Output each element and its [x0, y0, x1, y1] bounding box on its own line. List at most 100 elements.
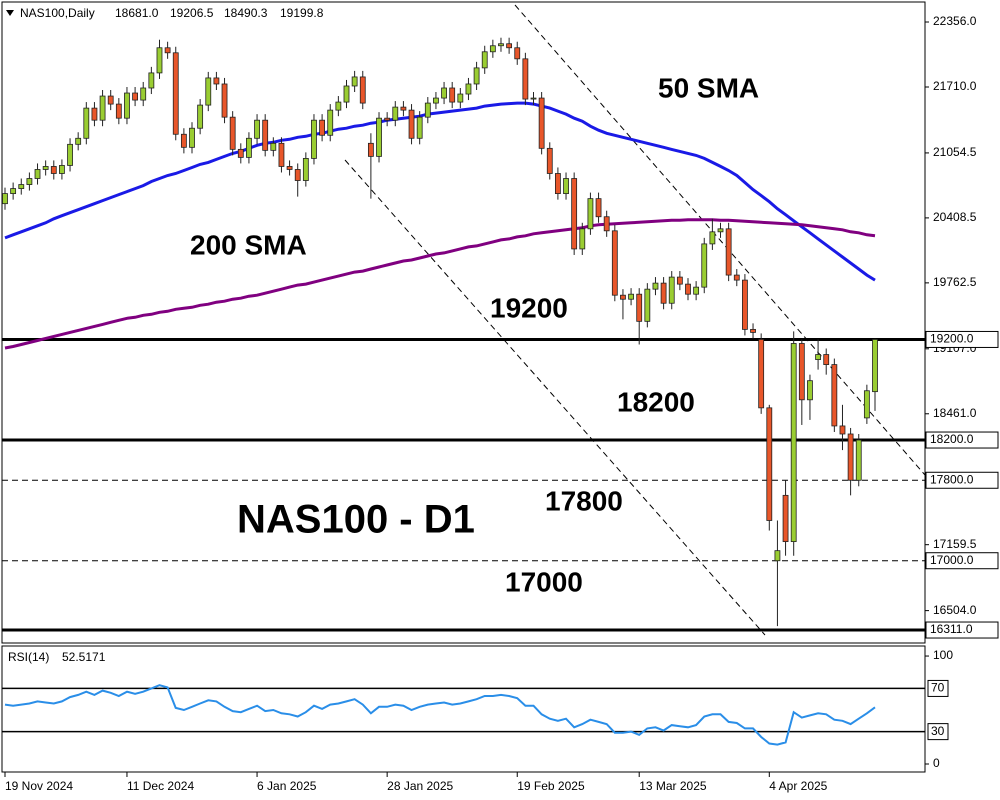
candle-body	[286, 166, 293, 170]
candle-body	[473, 67, 480, 85]
level-label: 18200.0	[930, 432, 974, 446]
x-tick-label: 4 Apr 2025	[769, 779, 827, 793]
candle-body	[229, 116, 236, 150]
candle-body	[546, 147, 553, 174]
collapse-icon[interactable]	[6, 10, 14, 16]
level-label: 17000.0	[930, 553, 974, 567]
candle-body	[514, 47, 521, 60]
candle-body	[327, 109, 334, 136]
candle-body	[636, 293, 643, 322]
candle-body	[839, 425, 846, 435]
candle-body	[465, 83, 472, 95]
candle-body	[685, 283, 691, 295]
level-label: 70	[931, 681, 945, 695]
candle-body	[847, 433, 854, 481]
level-label-box	[927, 679, 949, 697]
candle-body	[766, 407, 773, 521]
candle-body	[408, 109, 415, 139]
y-tick-label: 100	[933, 648, 953, 662]
y-tick-label: 0	[933, 756, 940, 770]
x-tick-label: 28 Jan 2025	[387, 779, 453, 793]
candle-body	[441, 87, 447, 99]
candle-body	[99, 95, 106, 121]
candle-body	[449, 87, 456, 103]
rsi-title: RSI(14)	[8, 650, 49, 664]
candle-body	[2, 193, 8, 205]
candle-body	[311, 119, 317, 159]
candle-body	[611, 230, 618, 296]
candle-body	[294, 169, 301, 181]
candle-body	[579, 228, 586, 250]
rsi-value: 52.5171	[62, 650, 106, 664]
candle-body	[278, 142, 285, 167]
level-annotation: 18200	[617, 386, 695, 417]
candle-body	[676, 276, 683, 285]
candle-body	[595, 198, 602, 218]
candle-body	[107, 95, 114, 105]
candle-body	[351, 76, 358, 87]
candle-body	[392, 106, 399, 121]
level-label-box	[925, 471, 999, 489]
candle-body	[26, 178, 33, 185]
candle-body	[733, 274, 740, 281]
candle-body	[270, 142, 277, 151]
candle-body	[132, 92, 138, 101]
candle-body	[481, 51, 488, 69]
candle-body	[67, 143, 73, 166]
rsi-line	[4, 684, 876, 746]
level-label-box	[925, 621, 999, 639]
trend-line	[344, 159, 766, 636]
candle-body	[237, 148, 244, 158]
open-label: 18681.0	[115, 6, 159, 20]
candle-body	[815, 354, 821, 360]
candle-body	[246, 137, 252, 158]
level-label: 16311.0	[930, 622, 973, 636]
candle-body	[140, 87, 147, 101]
y-tick-label: 16504.0	[933, 603, 977, 617]
candle-body	[115, 103, 122, 119]
candle-body	[59, 165, 65, 174]
candle-body	[831, 364, 838, 427]
candle-body	[750, 328, 756, 333]
candle-body	[83, 107, 90, 139]
high-label: 19206.5	[170, 6, 214, 20]
candle-body	[302, 158, 309, 181]
x-tick-label: 11 Dec 2024	[127, 779, 194, 793]
candle-body	[530, 97, 537, 100]
candle-body	[221, 83, 228, 118]
candle-body	[620, 294, 626, 300]
sma-line	[4, 218, 876, 350]
sma-label: 200 SMA	[190, 229, 307, 260]
marks	[2, 37, 925, 746]
candle-body	[603, 216, 610, 232]
candle-body	[343, 85, 350, 103]
candle-body	[489, 45, 496, 53]
candle-body	[571, 178, 578, 250]
candle-body	[774, 550, 781, 562]
rsi-panel-frame	[1, 645, 926, 773]
candle-body	[400, 106, 407, 111]
candle-body	[148, 72, 155, 89]
candle-body	[855, 439, 862, 481]
candle-body	[319, 119, 326, 136]
x-tick-label: 13 Mar 2025	[639, 779, 707, 793]
y-tick-label: 17159.5	[933, 537, 977, 551]
sma-label: 50 SMA	[658, 72, 759, 103]
candle-body	[156, 47, 163, 74]
candle-body	[189, 127, 195, 148]
candle-body	[807, 380, 813, 401]
main-panel-frame	[1, 1, 926, 644]
candle-body	[424, 102, 431, 118]
chart-annotation: NAS100 - D1	[237, 498, 475, 542]
candle-body	[205, 77, 212, 106]
candle-body	[628, 293, 634, 300]
candle-body	[359, 76, 366, 104]
candle-body	[164, 47, 171, 54]
y-tick-label: 21710.0	[933, 79, 977, 93]
candle-body	[823, 354, 830, 365]
candle-body	[367, 142, 374, 157]
x-tick-label: 19 Nov 2024	[5, 779, 73, 793]
level-label: 17800.0	[930, 472, 974, 486]
candle-body	[725, 228, 732, 276]
